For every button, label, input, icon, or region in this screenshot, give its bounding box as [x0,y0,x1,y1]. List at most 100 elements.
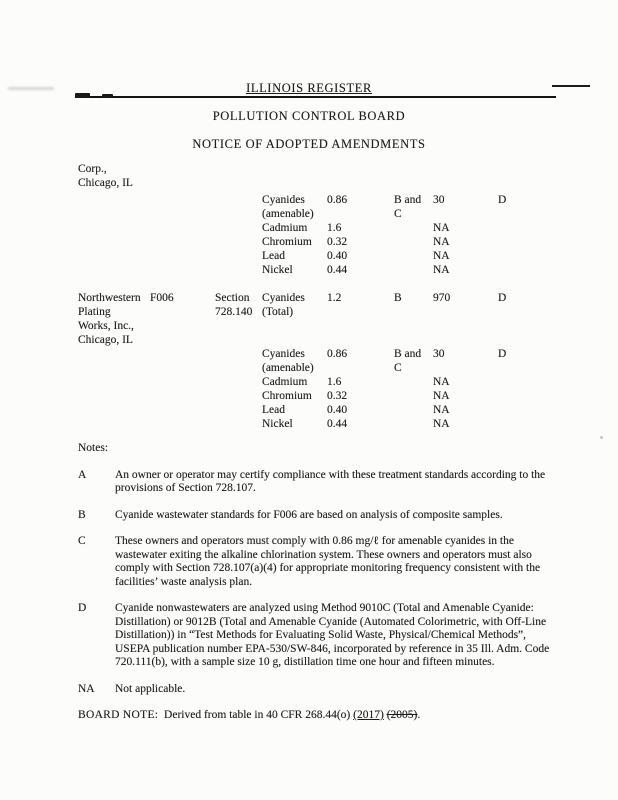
table-cell [327,319,394,333]
table-row: Lead 0.40 NA [78,249,528,263]
table-cell [150,389,215,403]
facility-carryover-line: Chicago, IL [78,177,133,189]
table-cell: NA [433,236,450,248]
table-cell: 970 [433,292,451,304]
facility-carryover: Corp., Chicago, IL [78,162,133,190]
table-cell [394,333,433,347]
table-cell: Nickel [262,264,293,276]
table-cell: (Total) [262,306,294,318]
table-cell [215,249,262,263]
table-cell [327,361,394,375]
table-cell: NA [433,376,450,388]
table-cell [215,347,262,361]
board-note: BOARD NOTE: Derived from table in 40 CFR… [78,709,560,723]
table-cell: 0.40 [327,404,348,416]
table-cell: D [498,194,507,206]
table-cell [215,375,262,389]
table-cell [394,417,433,431]
table-cell: Cyanides [262,194,305,206]
table-cell [150,263,215,277]
table-cell: 1.2 [327,292,342,304]
table-cell [78,235,150,249]
table-cell [215,221,262,235]
rule-ink-mark [75,93,90,98]
table-cell [498,403,528,417]
note-text: An owner or operator may certify complia… [115,468,546,495]
table-row: Plating 728.140 (Total) [78,305,528,319]
table-cell: 0.44 [327,418,348,430]
note-text: These owners and operators must comply w… [115,535,541,588]
table-cell [150,193,215,207]
table-cell: NA [433,222,450,234]
table-cell [394,389,433,403]
table-cell [433,207,498,221]
note-text: Not applicable. [115,682,186,695]
table-cell: NA [433,404,450,416]
table-row: Cyanides 0.86 B and 30 D [78,347,528,361]
table-cell [394,305,433,319]
table-cell [150,319,215,333]
scan-artifact-speck [600,436,603,439]
table-cell [215,333,262,347]
note-marker: B [78,508,86,521]
table-cell: 0.32 [327,236,348,248]
table-cell: 0.32 [327,390,348,402]
table-cell [498,235,528,249]
table-cell: D [498,292,507,304]
table-cell: F006 [150,292,174,304]
table-cell [433,305,498,319]
table-cell [498,221,528,235]
table-cell [262,319,327,333]
table-cell [78,403,150,417]
note-na: NA Not applicable. [78,683,560,697]
note-b: B Cyanide wastewater standards for F006 … [78,509,560,523]
table-cell [78,249,150,263]
notes-heading: Notes: [78,442,109,454]
table-cell [433,319,498,333]
table-cell: Chromium [262,390,312,402]
table-cell [498,207,528,221]
table-cell: 0.44 [327,264,348,276]
table-cell: NA [433,250,450,262]
scan-artifact-smudge [8,87,54,90]
table-cell [150,375,215,389]
note-marker: C [78,535,86,547]
table-cell [150,333,215,347]
table-cell [433,361,498,375]
table-cell: 1.6 [327,376,342,388]
table-cell [215,193,262,207]
table-cell [150,361,215,375]
table-cell [150,417,215,431]
table-cell: 1.6 [327,222,342,234]
table-cell: Works, Inc., [78,320,134,332]
table-cell [498,361,528,375]
table-cell: 0.86 [327,194,348,206]
header-rule [75,96,556,98]
table-cell [498,333,528,347]
table-row: Northwestern F006 Section Cyanides 1.2 B 970 D [78,291,528,305]
table-cell [150,403,215,417]
table-cell [498,417,528,431]
table-cell [262,333,327,347]
table-cell [327,305,394,319]
table-cell: 30 [433,348,445,360]
table-cell [215,235,262,249]
table-cell [498,263,528,277]
note-text: Cyanide wastewater standards for F006 ar… [115,508,503,521]
table-row: Lead 0.40 NA [78,403,528,417]
table-cell [78,389,150,403]
table-row: Cadmium 1.6 NA [78,221,528,235]
table-cell: B and [394,348,422,360]
table-cell [327,207,394,221]
table-cell: (amenable) [262,208,314,220]
table-cell [78,263,150,277]
table-row: Nickel 0.44 NA [78,417,528,431]
note-a: A An owner or operator may certify compl… [78,469,560,496]
table-cell: 30 [433,194,445,206]
table-cell [498,389,528,403]
table-cell: Plating [78,306,111,318]
table-cell: Nickel [262,418,293,430]
table-cell [498,249,528,263]
board-note-label: BOARD NOTE: [78,709,159,721]
